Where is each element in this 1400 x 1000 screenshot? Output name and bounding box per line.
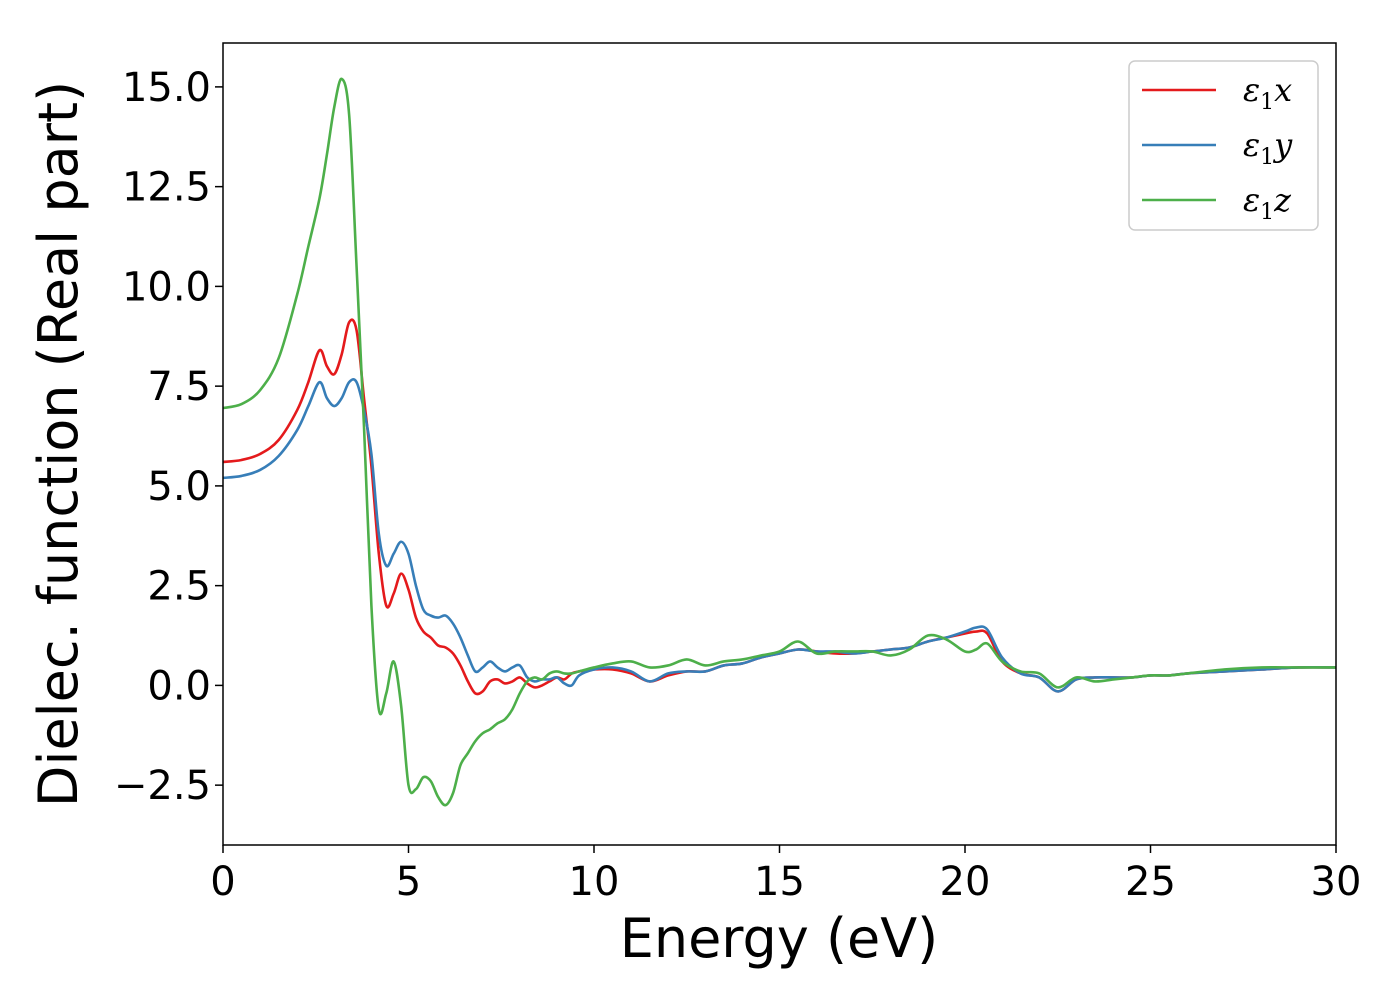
y-tick-label: 2.5 <box>147 564 211 610</box>
legend-label-z: ε1z <box>1243 181 1292 225</box>
x-axis-title: Energy (eV) <box>620 907 939 970</box>
legend-label-y: ε1y <box>1243 126 1293 170</box>
x-tick-label: 20 <box>940 859 991 905</box>
y-axis-title: Dielec. function (Real part) <box>27 81 90 807</box>
x-tick-label: 10 <box>569 859 620 905</box>
y-tick-label: 15.0 <box>122 65 211 111</box>
legend-label-x: ε1x <box>1243 71 1292 115</box>
y-tick-label: 0.0 <box>147 663 211 709</box>
y-tick-label: 7.5 <box>147 364 211 410</box>
legend-box <box>1128 60 1319 231</box>
x-tick-label: 30 <box>1311 859 1362 905</box>
x-tick-label: 15 <box>754 859 805 905</box>
y-tick-label: 10.0 <box>122 264 211 310</box>
x-axis: 0 5 10 15 20 25 30 <box>210 845 1361 905</box>
series-layer <box>223 77 1336 807</box>
y-tick-label: 12.5 <box>122 165 211 211</box>
y-tick-label: 5.0 <box>147 464 211 510</box>
x-tick-label: 5 <box>396 859 421 905</box>
x-tick-label: 25 <box>1125 859 1176 905</box>
series-line-z <box>223 77 1336 807</box>
x-tick-label: 0 <box>210 859 235 905</box>
series-line-y <box>223 378 1336 693</box>
y-tick-label: −2.5 <box>114 763 211 809</box>
legend: ε1x ε1y ε1z <box>1128 60 1319 231</box>
y-axis: −2.5 0.0 2.5 5.0 7.5 10.0 12.5 15.0 <box>114 65 223 809</box>
